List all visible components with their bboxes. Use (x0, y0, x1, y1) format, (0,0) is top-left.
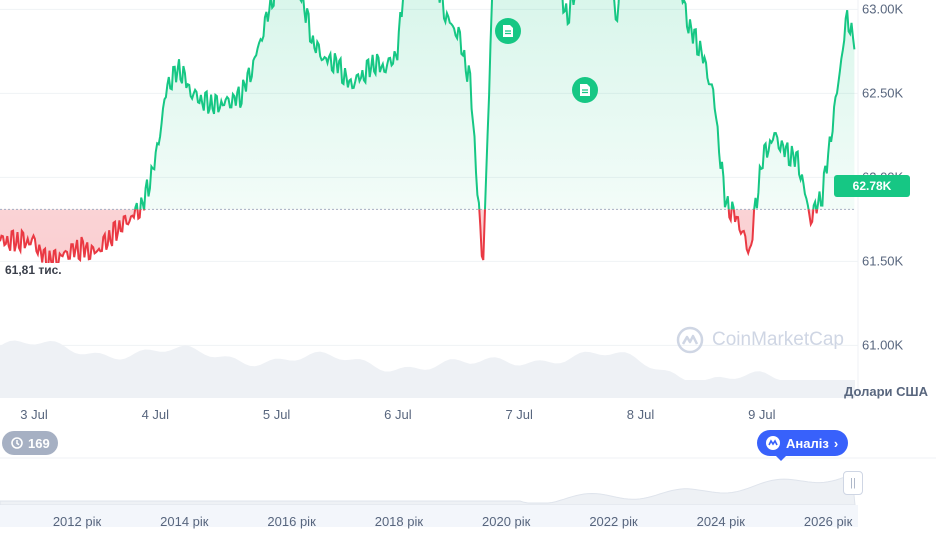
navigator-range[interactable] (0, 505, 858, 527)
area-below-baseline (0, 209, 818, 273)
navigator-year-label: 2024 рік (697, 514, 746, 529)
y-tick-label: 63.00K (862, 1, 904, 16)
x-tick-label: 8 Jul (627, 407, 655, 422)
x-tick-label: 7 Jul (505, 407, 533, 422)
price-line (0, 0, 856, 276)
navigator-year-label: 2020 рік (482, 514, 531, 529)
watermark-text: CoinMarketCap (712, 329, 844, 350)
y-tick-label: 61.50K (862, 253, 904, 268)
history-button[interactable]: 169 (2, 431, 58, 455)
navigator-series (0, 473, 856, 506)
chevron-right-icon: › (833, 435, 839, 451)
baseline-label: 61,81 тис. (2, 263, 65, 277)
volume-bars (0, 340, 855, 398)
navigator-year-label: 2022 рік (589, 514, 638, 529)
line-up-segment (134, 0, 856, 210)
cmc-ai-icon (766, 436, 780, 450)
y-tick-label: 62.50K (862, 85, 904, 100)
coinmarketcap-watermark: CoinMarketCap (676, 326, 844, 354)
x-tick-label: 4 Jul (142, 407, 170, 422)
navigator-handle[interactable]: || (843, 471, 863, 495)
volume-area (0, 340, 855, 398)
news-marker-icon[interactable] (495, 18, 521, 44)
x-tick-label: 5 Jul (263, 407, 291, 422)
x-axis: 3 Jul 4 Jul 5 Jul 6 Jul 7 Jul 8 Jul 9 Jul (20, 407, 775, 422)
x-tick-label: 6 Jul (384, 407, 412, 422)
price-area (0, 0, 855, 273)
current-price-badge: 62.78K (834, 175, 910, 197)
news-marker-icon[interactable] (572, 77, 598, 103)
navigator-year-label: 2016 рік (267, 514, 316, 529)
area-above-baseline (0, 0, 855, 210)
y-tick-label: 61.00K (862, 337, 904, 352)
history-icon (11, 437, 23, 449)
currency-unit-label: Долари США (844, 384, 928, 399)
x-tick-label: 9 Jul (748, 407, 776, 422)
navigator-year-label: 2026 рік (804, 514, 853, 529)
analysis-button[interactable]: Аналіз › (757, 430, 849, 461)
cmc-logo-icon (676, 326, 704, 354)
navigator-year-label: 2014 рік (160, 514, 209, 529)
navigator-year-label: 2012 рік (53, 514, 102, 529)
range-navigator[interactable]: 2012 рік 2014 рік 2016 рік 2018 рік 2020 рік… (0, 457, 936, 529)
navigator-year-label: 2018 рік (375, 514, 424, 529)
analysis-label: Аналіз (786, 435, 829, 451)
history-count: 169 (28, 435, 50, 451)
x-tick-label: 3 Jul (20, 407, 48, 422)
